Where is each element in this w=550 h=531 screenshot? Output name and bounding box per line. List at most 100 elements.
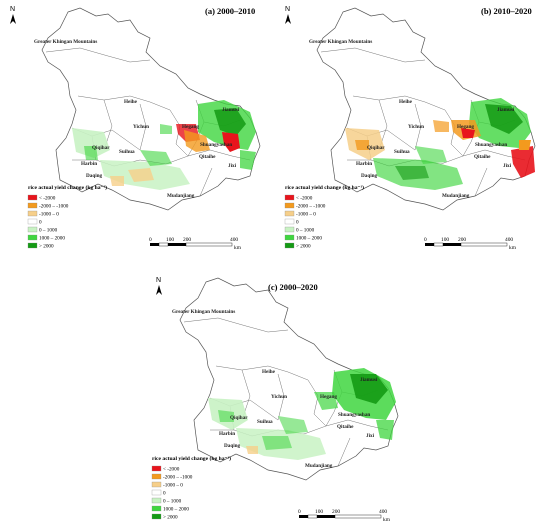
svg-text:200: 200 (332, 509, 340, 515)
svg-text:rice actual yield change (kg h: rice actual yield change (kg ha⁻¹) (285, 184, 364, 191)
panel-b: (b) 2010–2020 N Greater Khingan Mountain… (275, 0, 550, 250)
svg-text:Shuangyashan: Shuangyashan (338, 412, 370, 418)
svg-text:Qitaihe: Qitaihe (474, 154, 491, 160)
svg-text:Qiqihar: Qiqihar (92, 145, 110, 151)
svg-text:Yichun: Yichun (271, 394, 287, 400)
legend-b: rice actual yield change (kg ha⁻¹) < -20… (284, 184, 364, 250)
scale-bar-a: 0 100 200 400 km (149, 237, 242, 250)
svg-text:400: 400 (230, 237, 238, 243)
svg-text:Yichun: Yichun (408, 124, 424, 130)
svg-text:400: 400 (505, 237, 513, 243)
svg-text:400: 400 (379, 509, 387, 515)
svg-text:Greater Khingan Mountains: Greater Khingan Mountains (34, 39, 97, 45)
svg-text:0 – 1000: 0 – 1000 (39, 228, 58, 234)
map-a-svg: (a) 2000–2010 N Greater Khingan Mountain… (10, 6, 261, 250)
svg-text:0: 0 (298, 509, 301, 515)
svg-text:0: 0 (39, 220, 42, 226)
svg-text:0 – 1000: 0 – 1000 (296, 228, 315, 234)
svg-text:0: 0 (424, 237, 427, 243)
svg-text:-2000 – -1000: -2000 – -1000 (163, 475, 193, 481)
svg-text:100: 100 (315, 509, 323, 515)
map-c-svg: (c) 2000–2020 N Greater Khingan Mountain… (151, 277, 399, 523)
svg-text:Qiqihar: Qiqihar (230, 415, 248, 421)
panel-title: (b) 2010–2020 (481, 6, 532, 16)
svg-text:rice actual yield change (kg h: rice actual yield change (kg ha⁻¹) (152, 455, 231, 462)
svg-text:N: N (10, 6, 15, 13)
svg-text:-1000 – 0: -1000 – 0 (163, 483, 183, 489)
map-b-svg: (b) 2010–2020 N Greater Khingan Mountain… (284, 6, 536, 250)
svg-text:Heihe: Heihe (262, 369, 276, 375)
svg-text:Jiamusi: Jiamusi (222, 107, 240, 113)
svg-text:Jixi: Jixi (228, 163, 237, 169)
svg-text:Heihe: Heihe (399, 99, 413, 105)
yield-change-pixels-b (345, 98, 535, 190)
svg-text:200: 200 (458, 237, 466, 243)
svg-text:Daqing: Daqing (224, 443, 241, 449)
svg-text:Harbin: Harbin (356, 161, 372, 167)
svg-text:Jiamusi: Jiamusi (360, 377, 378, 383)
svg-text:< -2000: < -2000 (296, 196, 313, 202)
svg-text:200: 200 (183, 237, 191, 243)
yield-change-pixels-a (72, 100, 256, 190)
svg-text:0: 0 (163, 491, 166, 497)
svg-text:< -2000: < -2000 (163, 467, 180, 473)
panel-title: (a) 2000–2010 (205, 6, 255, 16)
svg-text:Shuangyashan: Shuangyashan (200, 142, 232, 148)
panel-c-title: (c) 2000–2020 (268, 282, 318, 292)
svg-text:Suihua: Suihua (119, 149, 135, 155)
svg-text:km: km (509, 245, 517, 250)
svg-text:1000 – 2000: 1000 – 2000 (163, 507, 189, 513)
legend-c: rice actual yield change (kg ha⁻¹) < -20… (151, 455, 231, 521)
place-labels: Greater Khingan Mountains Heihe Yichun H… (172, 309, 378, 469)
svg-text:rice actual yield change (kg h: rice actual yield change (kg ha⁻¹) (28, 184, 107, 191)
svg-text:100: 100 (441, 237, 449, 243)
svg-text:Qitaihe: Qitaihe (199, 154, 216, 160)
svg-text:< -2000: < -2000 (39, 196, 56, 202)
svg-text:1000 – 2000: 1000 – 2000 (296, 236, 322, 242)
legend-a: rice actual yield change (kg ha⁻¹) < -20… (27, 184, 107, 250)
svg-text:Greater Khingan Mountains: Greater Khingan Mountains (309, 39, 372, 45)
svg-text:Hegang: Hegang (320, 394, 337, 400)
svg-text:Daqing: Daqing (86, 173, 103, 179)
svg-text:Mudanjiang: Mudanjiang (167, 193, 195, 199)
svg-text:> 2000: > 2000 (39, 244, 54, 250)
svg-text:Jiamusi: Jiamusi (497, 107, 515, 113)
svg-text:0 – 1000: 0 – 1000 (163, 499, 182, 505)
svg-text:-1000 – 0: -1000 – 0 (296, 212, 316, 218)
svg-text:Jixi: Jixi (503, 163, 512, 169)
place-labels: Greater Khingan Mountains Heihe Yichun H… (309, 39, 515, 199)
svg-text:N: N (156, 277, 161, 284)
svg-text:Mudanjiang: Mudanjiang (305, 463, 333, 469)
scale-bar-b: 0 100 200 400 km (424, 237, 517, 250)
svg-text:Hegang: Hegang (457, 124, 474, 130)
svg-text:> 2000: > 2000 (296, 244, 311, 250)
svg-text:1000 – 2000: 1000 – 2000 (39, 236, 65, 242)
panel-c: (c) 2000–2020 N Greater Khingan Mountain… (138, 270, 418, 530)
svg-text:Heihe: Heihe (124, 99, 138, 105)
svg-text:Suihua: Suihua (394, 149, 410, 155)
svg-text:100: 100 (166, 237, 174, 243)
svg-text:-1000 – 0: -1000 – 0 (39, 212, 59, 218)
svg-text:N: N (285, 6, 290, 13)
svg-text:-2000 – -1000: -2000 – -1000 (296, 204, 326, 210)
scale-bar-c: 0 100 200 400 km (298, 509, 391, 523)
svg-text:Shuangyashan: Shuangyashan (475, 142, 507, 148)
svg-text:Suihua: Suihua (257, 419, 273, 425)
svg-text:km: km (234, 245, 242, 250)
svg-text:0: 0 (149, 237, 152, 243)
svg-text:Greater Khingan Mountains: Greater Khingan Mountains (172, 309, 235, 315)
place-labels: Greater Khingan Mountains Heihe Yichun H… (34, 39, 240, 199)
svg-text:Qiqihar: Qiqihar (367, 145, 385, 151)
svg-text:km: km (383, 517, 391, 523)
svg-text:> 2000: > 2000 (163, 515, 178, 521)
svg-text:0: 0 (296, 220, 299, 226)
svg-text:Mudanjiang: Mudanjiang (442, 193, 470, 199)
svg-text:Daqing: Daqing (361, 173, 378, 179)
north-arrow: N (156, 277, 162, 295)
panel-a: (a) 2000–2010 N Greater Khingan Mountain… (0, 0, 275, 250)
svg-text:Jixi: Jixi (366, 433, 375, 439)
svg-text:Harbin: Harbin (219, 431, 235, 437)
svg-text:Qitaihe: Qitaihe (337, 424, 354, 430)
svg-text:Yichun: Yichun (133, 124, 149, 130)
north-arrow: N (285, 6, 291, 24)
